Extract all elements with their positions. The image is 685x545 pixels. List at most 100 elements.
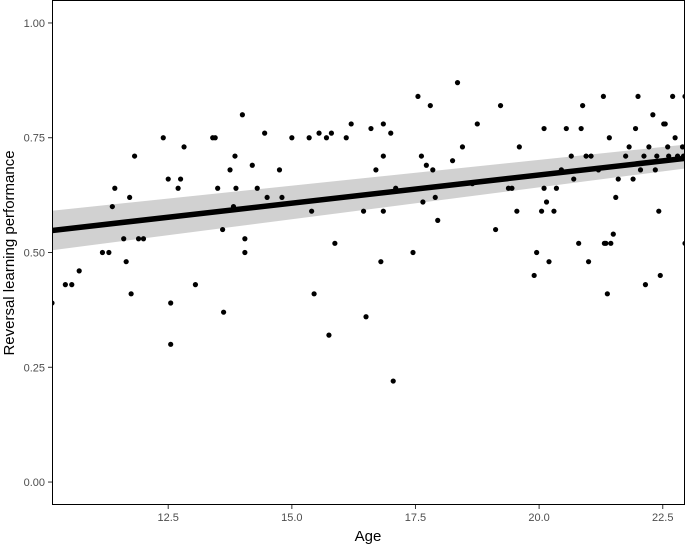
data-point bbox=[220, 226, 226, 233]
data-point bbox=[289, 135, 295, 141]
data-point bbox=[264, 194, 270, 201]
confidence-band-layer bbox=[52, 144, 685, 251]
data-point bbox=[99, 249, 106, 256]
data-point bbox=[541, 125, 547, 132]
data-point bbox=[112, 185, 118, 191]
data-point bbox=[380, 121, 386, 127]
data-point bbox=[348, 121, 354, 127]
ticks-layer: 12.5 15.0 17.5 20.0 22.5 0.00 0.25 0.50 0.75 1.00 bbox=[24, 18, 674, 524]
data-point bbox=[610, 231, 616, 237]
data-point bbox=[415, 93, 421, 100]
data-point bbox=[516, 144, 522, 150]
data-point bbox=[221, 309, 227, 315]
data-point bbox=[531, 272, 537, 279]
data-point bbox=[604, 291, 610, 297]
data-point bbox=[239, 112, 245, 118]
data-point bbox=[459, 144, 466, 150]
data-point bbox=[583, 153, 589, 159]
data-point bbox=[435, 217, 441, 223]
data-point bbox=[276, 167, 283, 173]
data-point bbox=[177, 176, 184, 182]
y-tick-label: 0.50 bbox=[24, 248, 45, 260]
data-point bbox=[427, 102, 433, 109]
y-tick-label: 1.00 bbox=[24, 18, 45, 30]
data-point bbox=[232, 153, 238, 159]
data-point bbox=[175, 185, 181, 191]
data-point bbox=[131, 153, 138, 159]
data-point bbox=[363, 314, 369, 320]
data-point bbox=[423, 162, 429, 168]
data-point bbox=[657, 272, 663, 279]
data-point bbox=[637, 167, 644, 173]
data-point bbox=[316, 130, 322, 136]
data-point bbox=[430, 167, 436, 173]
data-point bbox=[642, 282, 649, 288]
data-point bbox=[254, 185, 260, 191]
data-point bbox=[326, 332, 332, 338]
data-point bbox=[600, 93, 607, 100]
data-point bbox=[613, 194, 619, 201]
data-point bbox=[123, 259, 129, 265]
data-point bbox=[388, 130, 394, 136]
data-point bbox=[62, 282, 68, 288]
data-point bbox=[249, 162, 255, 168]
data-points-layer bbox=[52, 80, 685, 384]
y-tick-label: 0.75 bbox=[24, 133, 45, 145]
data-point bbox=[578, 125, 584, 132]
data-point bbox=[380, 208, 386, 214]
data-point bbox=[652, 167, 658, 173]
data-point bbox=[233, 185, 239, 191]
data-point bbox=[623, 153, 629, 159]
data-point bbox=[311, 291, 317, 297]
data-point bbox=[227, 167, 233, 173]
data-point bbox=[514, 208, 520, 214]
data-point bbox=[585, 259, 592, 265]
data-point bbox=[418, 153, 425, 159]
x-tick-label: 22.5 bbox=[652, 512, 673, 524]
data-point bbox=[534, 249, 540, 256]
data-point bbox=[553, 185, 560, 191]
data-point bbox=[160, 135, 166, 141]
x-tick-label: 12.5 bbox=[158, 512, 179, 524]
data-point bbox=[615, 176, 621, 182]
data-point bbox=[168, 300, 174, 306]
data-point bbox=[646, 144, 652, 150]
data-point bbox=[410, 249, 416, 256]
data-point bbox=[630, 176, 636, 182]
data-point bbox=[672, 135, 678, 141]
data-point bbox=[538, 208, 545, 214]
data-point bbox=[474, 121, 480, 127]
data-point bbox=[626, 144, 632, 150]
data-point bbox=[662, 121, 668, 127]
data-point bbox=[168, 341, 174, 347]
data-point bbox=[656, 208, 662, 214]
data-point bbox=[106, 249, 112, 256]
data-point bbox=[192, 282, 199, 288]
data-point bbox=[497, 102, 504, 109]
data-point bbox=[121, 236, 127, 242]
data-point bbox=[563, 125, 569, 132]
data-point bbox=[390, 378, 396, 384]
data-point bbox=[679, 144, 685, 150]
data-point bbox=[368, 125, 374, 132]
data-point bbox=[632, 125, 639, 132]
data-point bbox=[373, 167, 379, 173]
confidence-band bbox=[52, 144, 685, 251]
data-point bbox=[541, 185, 547, 191]
data-point bbox=[378, 259, 384, 265]
data-point bbox=[606, 135, 612, 141]
data-point bbox=[165, 176, 171, 182]
data-point bbox=[432, 194, 438, 201]
data-point bbox=[654, 153, 660, 159]
data-point bbox=[360, 208, 367, 214]
data-point bbox=[328, 130, 335, 136]
data-point bbox=[242, 236, 248, 242]
data-point bbox=[309, 208, 315, 214]
data-point bbox=[127, 194, 133, 201]
x-tick-label: 17.5 bbox=[405, 512, 426, 524]
data-point bbox=[492, 226, 499, 233]
data-point bbox=[580, 102, 586, 109]
data-point bbox=[568, 153, 574, 159]
